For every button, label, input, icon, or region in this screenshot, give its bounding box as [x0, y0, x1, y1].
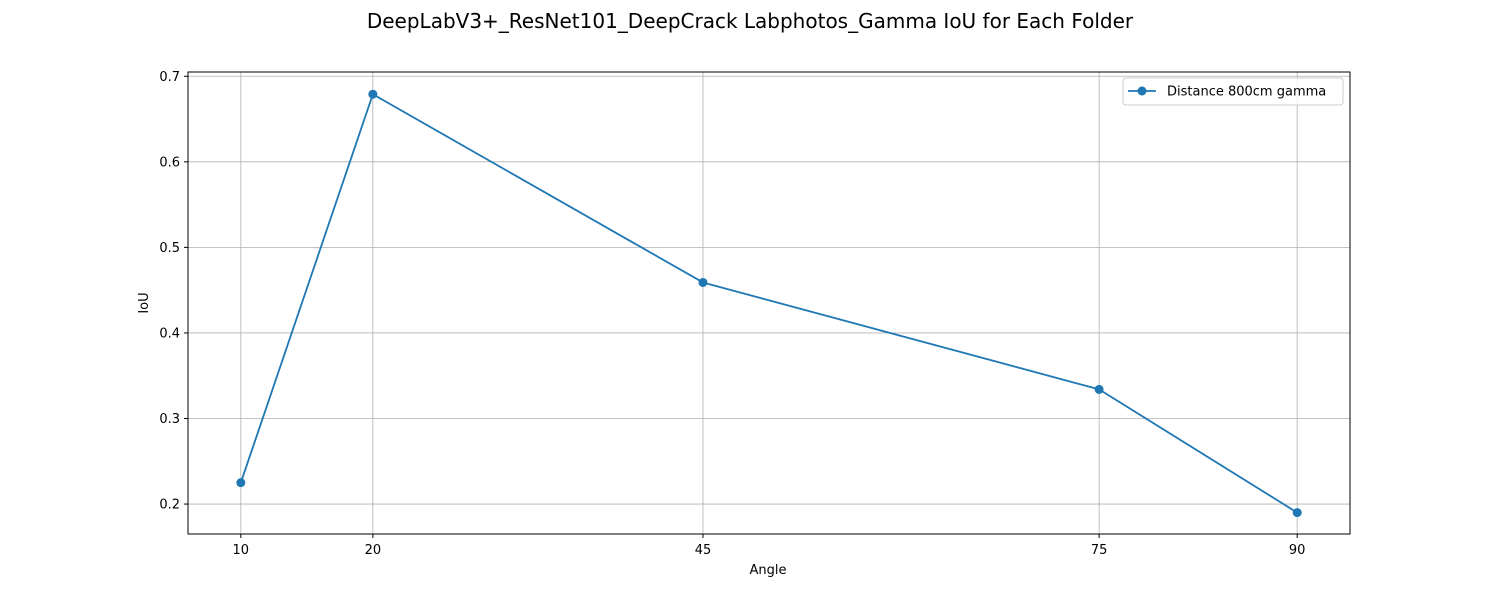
legend-box	[1122, 77, 1344, 106]
x-tick-label: 20	[365, 543, 382, 558]
data-point	[1292, 508, 1302, 518]
y-tick-label: 0.5	[159, 241, 180, 256]
data-point	[1094, 384, 1104, 394]
y-tick-label: 0.2	[159, 498, 180, 513]
chart-title: DeepLabV3+_ResNet101_DeepCrack Labphotos…	[367, 9, 1134, 33]
grid	[188, 72, 1350, 534]
y-tick-label: 0.7	[159, 70, 180, 85]
y-tick-label: 0.4	[159, 326, 180, 341]
legend-label: Distance 800cm gamma	[1167, 85, 1326, 100]
data-point	[236, 478, 246, 488]
legend-marker	[1137, 86, 1147, 96]
x-axis-label: Angle	[750, 563, 787, 578]
x-tick-label: 45	[695, 543, 712, 558]
x-tick-label: 75	[1091, 543, 1108, 558]
y-tick-label: 0.3	[159, 412, 180, 427]
x-tick-label: 10	[233, 543, 250, 558]
x-axis: 10 20 45 75 90	[233, 534, 1306, 558]
y-axis-label: IoU	[137, 292, 152, 313]
data-point	[368, 89, 378, 99]
y-axis: 0.2 0.3 0.4 0.5 0.6 0.7	[159, 70, 188, 513]
series-layer	[236, 89, 1302, 518]
x-tick-label: 90	[1289, 543, 1306, 558]
y-tick-label: 0.6	[159, 155, 180, 170]
legend: Distance 800cm gamma	[1122, 77, 1344, 106]
plot-area-frame	[187, 71, 1351, 535]
data-point	[698, 277, 708, 287]
